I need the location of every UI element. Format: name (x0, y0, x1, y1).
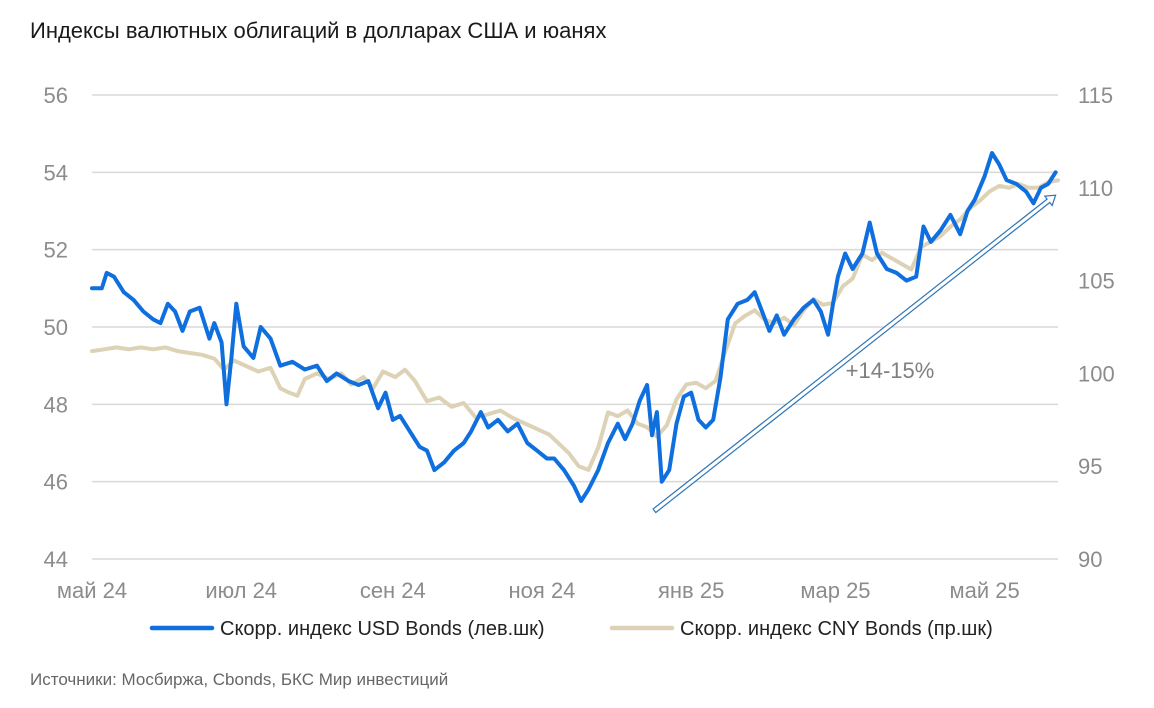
y-right-tick-label: 105 (1078, 269, 1115, 294)
x-tick-label: май 24 (57, 578, 127, 603)
legend-usd-label: Скорр. индекс USD Bonds (лев.шк) (220, 618, 545, 640)
source-note: Источники: Мосбиржа, Cbonds, БКС Мир инв… (30, 670, 449, 689)
y-left-tick-label: 56 (44, 83, 68, 108)
legend: Скорр. индекс USD Bonds (лев.шк) Скорр. и… (149, 618, 993, 640)
x-tick-label: ноя 24 (509, 578, 576, 603)
y-axis-right: 90 95 100 105 110 115 (1078, 83, 1115, 572)
series-line-usd (90, 151, 1058, 503)
x-axis: май 24 июл 24 сен 24 ноя 24 янв 25 мар 25 май … (57, 578, 1020, 603)
x-tick-label: янв 25 (658, 578, 724, 603)
y-left-tick-label: 50 (44, 315, 68, 340)
x-tick-label: май 25 (950, 578, 1020, 603)
y-right-tick-label: 100 (1078, 361, 1115, 386)
y-left-tick-label: 54 (44, 160, 68, 185)
y-right-tick-label: 110 (1078, 176, 1113, 201)
y-left-tick-label: 52 (44, 238, 68, 263)
chart-title: Индексы валютных облигаций в долларах СШ… (30, 18, 607, 43)
y-left-tick-label: 48 (44, 392, 68, 417)
series-lines (90, 151, 1060, 503)
gridlines (92, 94, 1058, 560)
y-right-tick-label: 90 (1078, 547, 1102, 572)
y-right-tick-label: 95 (1078, 454, 1102, 479)
y-left-tick-label: 44 (44, 547, 68, 572)
x-tick-label: июл 24 (205, 578, 277, 603)
x-tick-label: сен 24 (360, 578, 426, 603)
annotation-label: +14-15% (846, 358, 935, 383)
y-left-tick-label: 46 (44, 470, 68, 495)
trend-arrow-shape (652, 194, 1057, 514)
y-axis-left: 44 46 48 50 52 54 56 (44, 83, 68, 572)
y-right-tick-label: 115 (1078, 83, 1113, 108)
legend-cny-label: Скорр. индекс CNY Bonds (пр.шк) (680, 618, 993, 640)
trend-arrow: +14-15% (652, 194, 1057, 514)
x-tick-label: мар 25 (800, 578, 870, 603)
series-line-cny (90, 178, 1060, 472)
